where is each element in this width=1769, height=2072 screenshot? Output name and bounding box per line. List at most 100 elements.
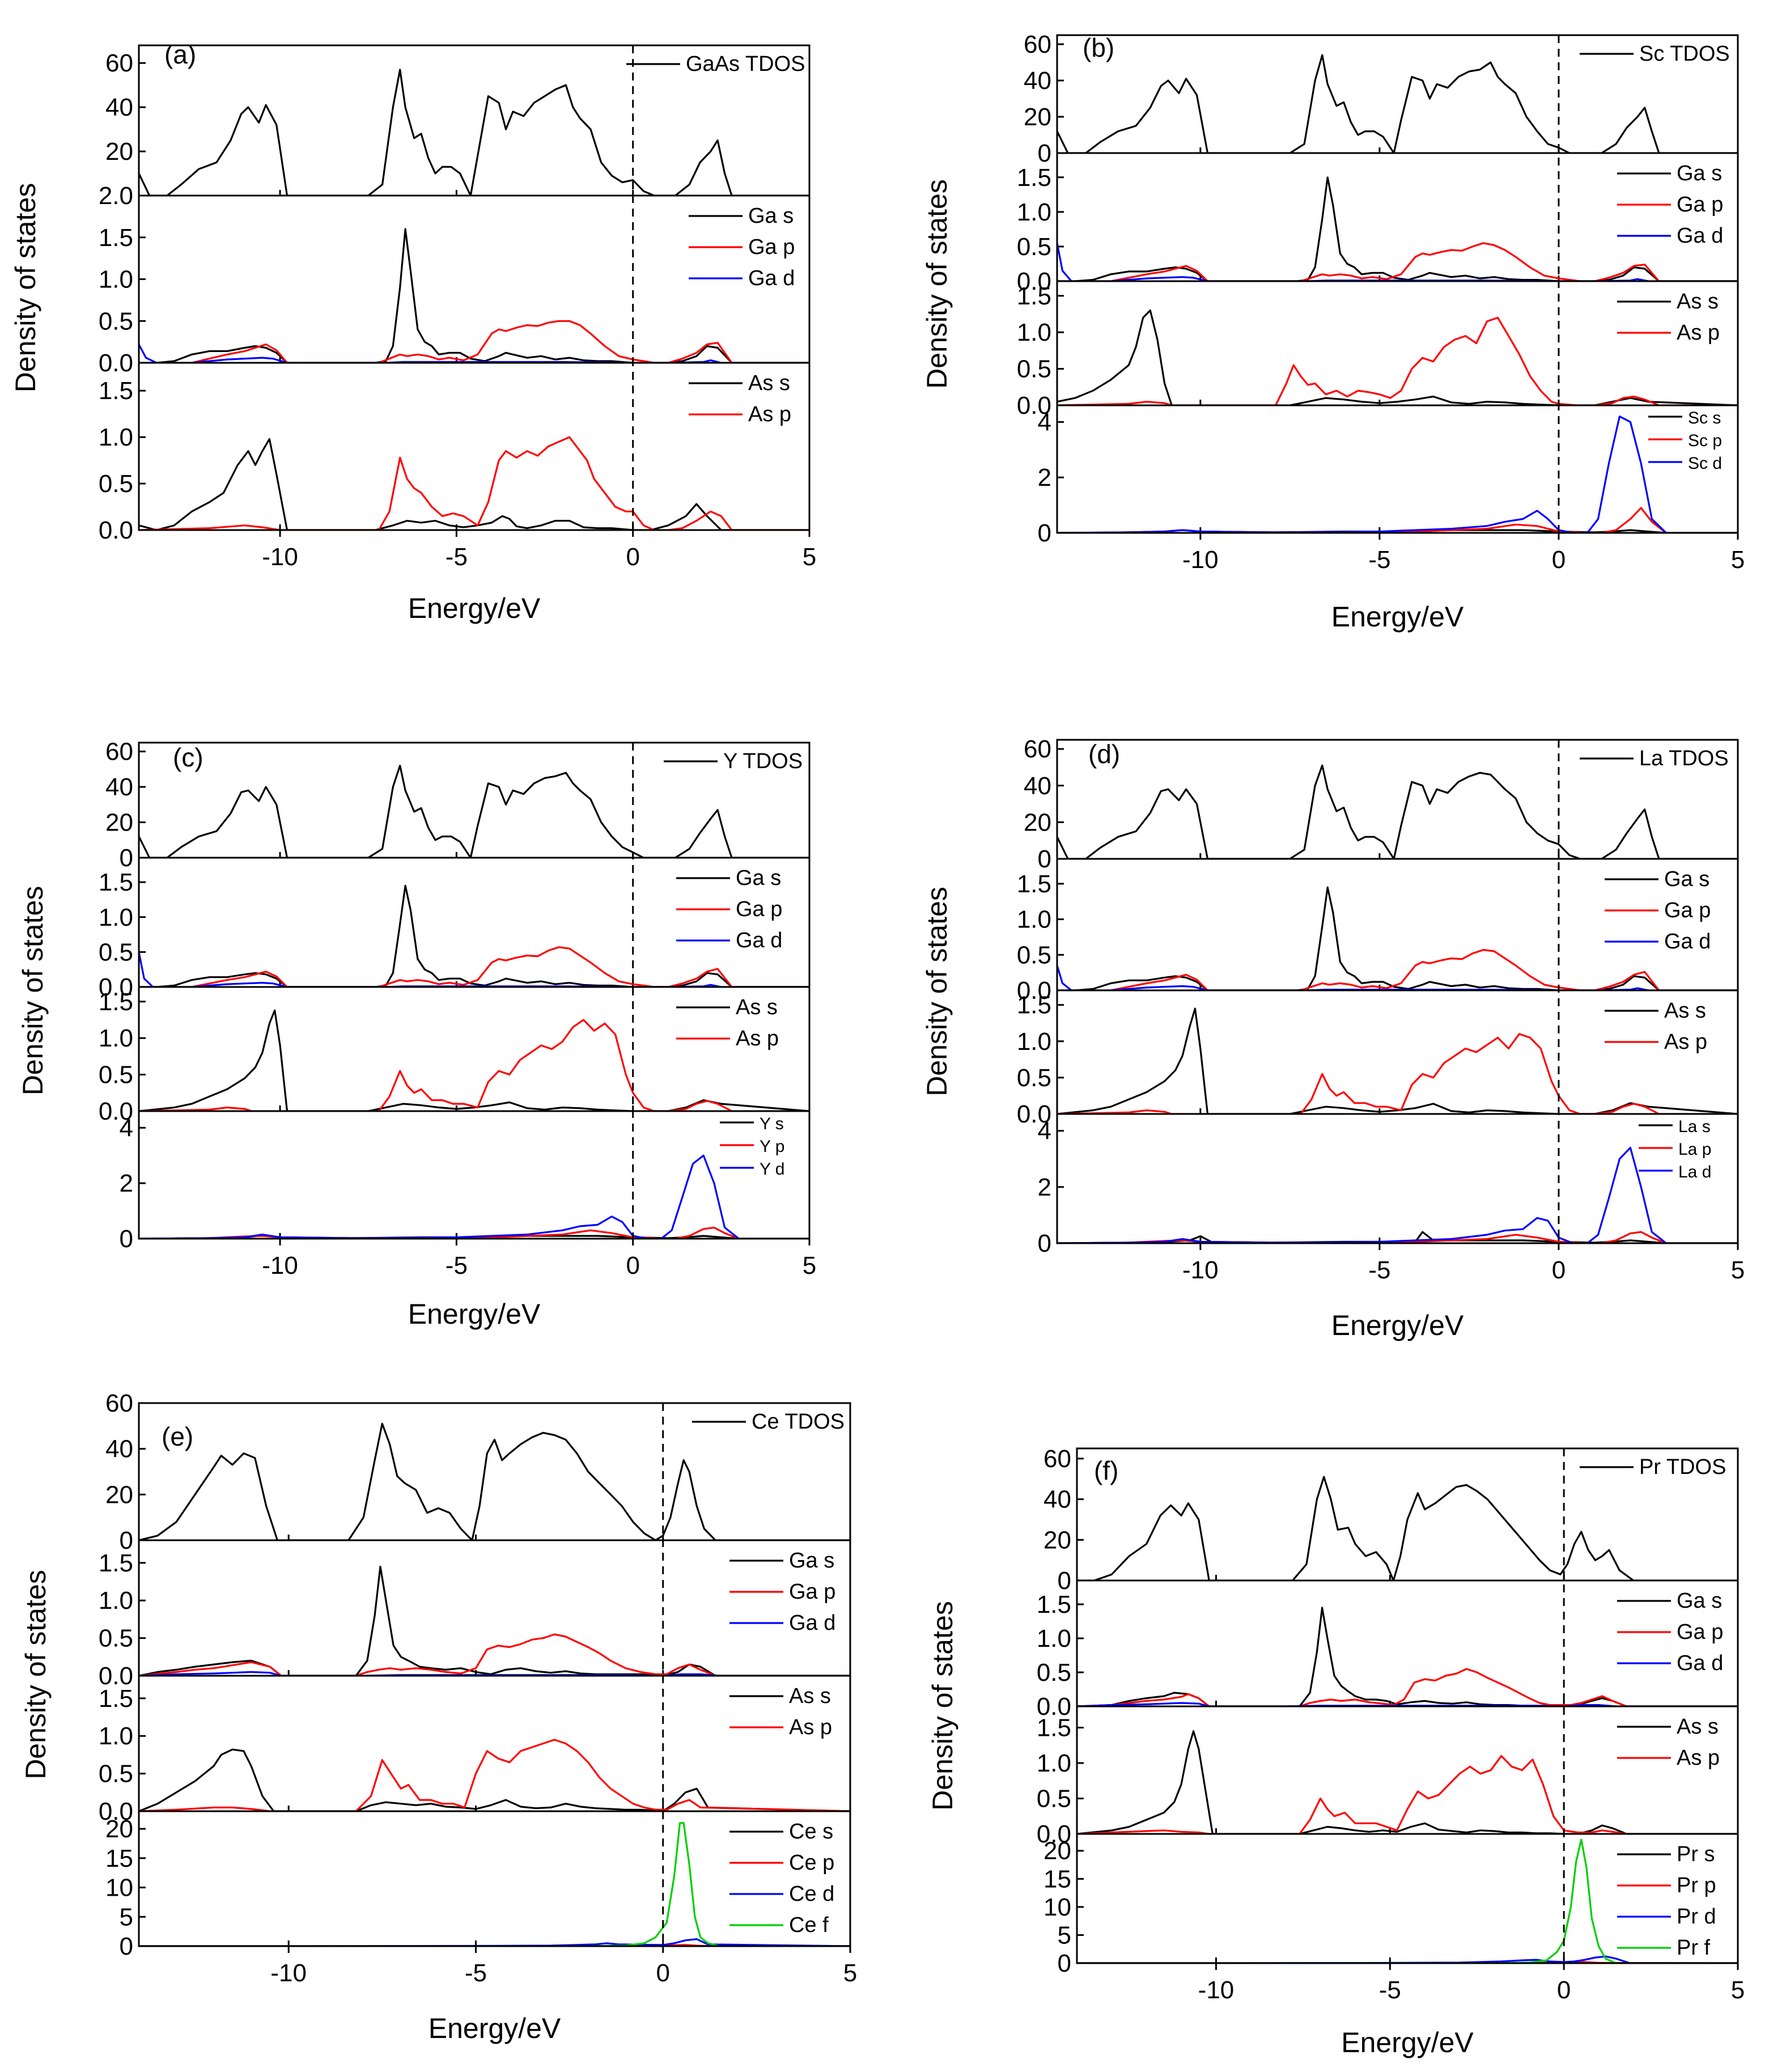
series-line-ce-f: [139, 1822, 850, 1946]
series-line-ga-s: [1077, 1607, 1738, 1706]
subplot-4: 0 2 4 Y s Y p Y d: [120, 1114, 811, 1253]
y-tick-label: 40: [1024, 772, 1051, 800]
series-line-ce-tdos: [139, 1422, 850, 1540]
y-tick-label: 40: [105, 94, 133, 121]
legend-label: Ga s: [736, 866, 781, 890]
series-group: [139, 1154, 809, 1239]
series-line-sc-d: [1057, 415, 1738, 533]
dos-panel-a: 20 40 60 GaAs TDOS 0.0 0.5 1.0 1.5 2.0 Ga s Ga p Ga…: [10, 40, 816, 624]
legend-label: Ga p: [1677, 1620, 1723, 1644]
panel-label: (c): [173, 743, 203, 772]
x-tick-label: 5: [843, 1959, 857, 1987]
y-tick-label: 60: [1043, 1445, 1071, 1473]
y-tick-label: 0.0: [1017, 1100, 1051, 1128]
subplot-1: 20 40 60 GaAs TDOS: [105, 49, 811, 196]
y-tick-label: 0.5: [99, 1061, 133, 1089]
y-tick-label: 1.5: [99, 224, 133, 252]
y-tick-label: 0: [120, 1527, 133, 1554]
series-group: [139, 1565, 850, 1676]
series-group: [1077, 1838, 1738, 1963]
y-tick-label: 0: [120, 1225, 133, 1253]
legend-label: Ga d: [1677, 224, 1723, 248]
series-group: [139, 228, 809, 363]
x-tick-label: 5: [1731, 546, 1745, 574]
y-tick-label: 1.5: [99, 1685, 133, 1713]
series-group: [139, 1009, 809, 1111]
x-tick-label: -10: [270, 1959, 307, 1987]
series-group: [139, 764, 809, 858]
legend-label: Sc d: [1688, 454, 1722, 473]
legend-label: Sc s: [1688, 409, 1721, 427]
series-group: [1057, 886, 1738, 990]
legend-label: La s: [1678, 1117, 1711, 1136]
series-line-ce-d: [139, 1938, 850, 1946]
y-tick-label: 0.0: [99, 516, 133, 544]
y-tick-label: 60: [1024, 31, 1051, 58]
legend-label: Y s: [760, 1115, 784, 1133]
series-line-ga-p: [1057, 242, 1738, 281]
subplot-2: 0.0 0.5 1.0 1.5 Ga s Ga p Ga d: [1037, 1589, 1739, 1721]
subplot-3: 0.0 0.5 1.0 1.5 As s As p: [1017, 282, 1739, 420]
y-tick-label: 20: [105, 1481, 133, 1509]
x-axis-title: Energy/eV: [429, 2012, 561, 2044]
legend-label: As s: [1677, 290, 1719, 313]
y-tick-label: 1.0: [1017, 906, 1051, 934]
legend-label: Pr f: [1677, 1936, 1711, 1960]
y-tick-label: 1.5: [1017, 282, 1051, 310]
series-line-as-s: [139, 438, 809, 530]
panel-frame: [138, 1402, 851, 1947]
series-line-sc-p: [1057, 507, 1738, 533]
series-group: [1057, 415, 1738, 533]
y-tick-label: 1.0: [99, 1722, 133, 1750]
y-tick-label: 1.0: [99, 1024, 133, 1052]
panel-label: (a): [164, 40, 196, 69]
x-tick-label: 0: [1557, 1976, 1571, 2004]
series-line-as-s: [1057, 309, 1738, 405]
y-tick-label: 2: [1038, 464, 1051, 491]
y-tick-label: 1.5: [1017, 870, 1051, 898]
series-line-ga-p: [139, 1633, 850, 1676]
subplot-1: 0 20 40 60 Sc TDOS: [1024, 31, 1739, 167]
legend-label: Ga d: [789, 1611, 835, 1635]
x-tick-label: 0: [626, 543, 639, 571]
y-axis-title: Density of states: [927, 1601, 958, 1811]
series-group: [139, 1422, 850, 1540]
x-tick-label: 5: [803, 543, 816, 571]
y-axis-title: Density of states: [17, 886, 49, 1096]
legend-label: Ce TDOS: [752, 1410, 845, 1434]
y-tick-label: 0.5: [1037, 1785, 1071, 1813]
legend-label: Ce f: [789, 1913, 829, 1937]
y-tick-label: 4: [1038, 408, 1051, 436]
x-tick-label: 5: [803, 1252, 816, 1279]
x-tick-label: -10: [1198, 1976, 1235, 2004]
series-group: [139, 1739, 850, 1811]
y-tick-label: 1.0: [99, 423, 133, 451]
series-group: [1057, 1146, 1738, 1243]
subplot-2: 0.0 0.5 1.0 1.5 Ga s Ga p Ga d: [99, 866, 811, 1001]
legend-label: Ga p: [736, 897, 782, 921]
series-line-pr-tdos: [1077, 1476, 1738, 1581]
y-tick-label: 5: [1058, 1921, 1071, 1949]
legend-label: As s: [748, 371, 790, 395]
legend-label: Pr d: [1677, 1905, 1716, 1929]
series-line-sc-tdos: [1057, 54, 1738, 153]
y-tick-label: 1.5: [99, 377, 133, 405]
legend-label: Ga d: [736, 929, 782, 952]
series-group: [1077, 1607, 1738, 1706]
legend-label: Y TDOS: [723, 749, 803, 773]
series-line-as-p: [1057, 1033, 1738, 1114]
subplot-4: 0 2 4 La s La p La d: [1038, 1117, 1739, 1257]
y-tick-label: 0.5: [99, 307, 133, 335]
panel-frame: [138, 741, 811, 1240]
panel-label: (e): [162, 1422, 193, 1451]
legend-label: Ga p: [1664, 899, 1711, 922]
legend-label: As p: [1677, 321, 1720, 345]
y-tick-label: 20: [105, 138, 133, 166]
y-tick-label: 40: [1043, 1486, 1071, 1514]
y-tick-label: 1.0: [99, 904, 133, 931]
y-tick-label: 4: [1038, 1117, 1051, 1145]
y-tick-label: 0.0: [99, 349, 133, 377]
y-tick-label: 1.5: [99, 1549, 133, 1577]
